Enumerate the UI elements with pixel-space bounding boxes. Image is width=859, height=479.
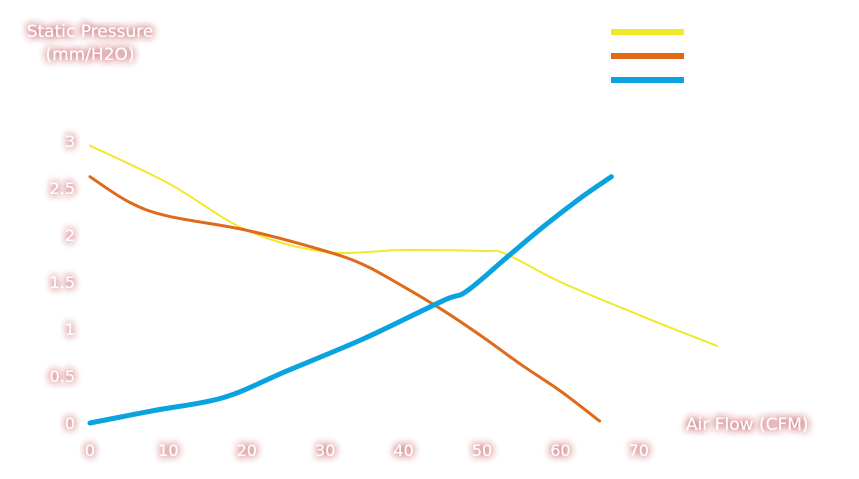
x-tick-label: 20 (237, 441, 257, 460)
series-line-3 (87, 174, 614, 426)
tick-labels: 0 10 20 30 40 50 60 70 0 0.5 1 1.5 2 2.5 3 (50, 132, 649, 460)
y-axis-label-line-2: (mm/H2O) (45, 45, 134, 65)
y-tick-label: 2.5 (50, 179, 75, 198)
x-tick-label: 10 (158, 441, 178, 460)
x-tick-label: 70 (629, 441, 649, 460)
y-tick-label: 2 (65, 226, 75, 245)
y-tick-label: 0 (65, 414, 75, 433)
axes (88, 73, 668, 425)
y-tick-label: 1.5 (50, 273, 75, 292)
legend-swatch-3 (611, 77, 684, 83)
legend-swatch-1 (611, 29, 684, 35)
y-tick-label: 1 (65, 320, 75, 339)
x-tick-label: 0 (85, 441, 95, 460)
y-tick-label: 0.5 (50, 367, 75, 386)
axis-labels: Static Pressure (mm/H2O) Air Flow (CFM) (27, 22, 809, 435)
y-axis-label-line-1: Static Pressure (27, 22, 154, 42)
legend-swatch-2 (611, 53, 684, 59)
y-tick-label: 3 (65, 132, 75, 151)
legend (611, 29, 684, 83)
x-tick-label: 50 (472, 441, 492, 460)
series-line-2 (88, 175, 602, 423)
series-line-1 (89, 144, 719, 347)
x-axis-label: Air Flow (CFM) (686, 415, 809, 435)
x-tick-label: 60 (550, 441, 570, 460)
x-tick-label: 30 (315, 441, 335, 460)
series-lines (87, 144, 719, 426)
x-tick-label: 40 (393, 441, 413, 460)
